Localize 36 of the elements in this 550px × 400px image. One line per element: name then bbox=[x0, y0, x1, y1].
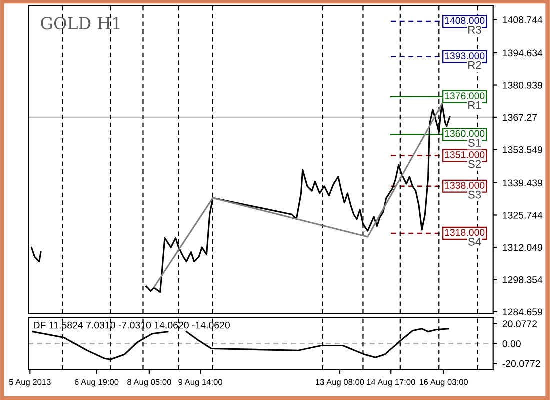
y-tick-label: 1284.659 bbox=[503, 308, 542, 316]
y-tick-label: 1339.439 bbox=[503, 180, 542, 187]
ref-line-label: 1393.000 bbox=[445, 52, 485, 60]
y-tick-label: 1408.744 bbox=[503, 16, 543, 24]
y-tick-label: 0.00 bbox=[502, 340, 521, 348]
ref-line-label: 1360.000 bbox=[445, 130, 485, 138]
x-tick-label: 14 Aug 17:00 bbox=[367, 379, 416, 387]
ref-line-label: 1408.000 bbox=[445, 17, 485, 24]
x-tick-label: 6 Aug 19:00 bbox=[74, 379, 119, 387]
annotation: R2 bbox=[468, 61, 482, 70]
ref-line-label: 1338.000 bbox=[445, 182, 485, 189]
ref-line-label: 1318.000 bbox=[445, 229, 485, 236]
annotation: S3 bbox=[468, 190, 482, 199]
annotation: R3 bbox=[468, 26, 482, 34]
y-tick-label: 1380.939 bbox=[503, 82, 542, 89]
annotation: S2 bbox=[468, 160, 481, 168]
y-tick-label: -20.0772 bbox=[502, 360, 540, 368]
ref-line-label: 1351.000 bbox=[445, 151, 485, 158]
y-tick-label: 1394.634 bbox=[503, 50, 543, 57]
x-tick-label: 5 Aug 2013 bbox=[9, 379, 51, 387]
chart-title: DF 11.5824 7.0310 -7.0310 14.0620 -14.0620 bbox=[34, 322, 230, 329]
x-tick-label: 16 Aug 03:00 bbox=[420, 379, 468, 387]
y-tick-label: 1325.744 bbox=[503, 212, 543, 219]
x-tick-label: 9 Aug 14:00 bbox=[178, 379, 222, 387]
y-tick-label: 1367.27 bbox=[503, 114, 538, 122]
y-tick-label: 1298.354 bbox=[503, 276, 543, 284]
x-tick-label: 13 Aug 08:00 bbox=[316, 379, 364, 387]
annotation: S1 bbox=[468, 139, 482, 147]
annotation: S4 bbox=[468, 238, 482, 246]
text: GOLD H1 bbox=[41, 17, 120, 30]
annotation: R1 bbox=[468, 102, 482, 110]
y-tick-label: 20.0772 bbox=[502, 320, 538, 328]
ref-line-label: 1376.000 bbox=[445, 92, 485, 100]
y-tick-label: 1312.049 bbox=[503, 244, 542, 252]
x-tick-label: 8 Aug 05:00 bbox=[128, 379, 172, 387]
y-tick-label: 1353.549 bbox=[503, 146, 542, 154]
